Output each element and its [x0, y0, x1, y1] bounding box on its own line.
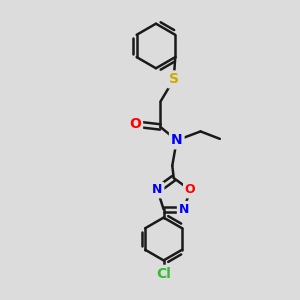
Text: S: S: [169, 72, 179, 86]
Text: N: N: [171, 133, 182, 147]
Text: N: N: [179, 203, 189, 216]
Text: O: O: [129, 117, 141, 131]
Text: N: N: [152, 184, 163, 196]
Text: Cl: Cl: [156, 267, 171, 281]
Text: O: O: [185, 184, 196, 196]
